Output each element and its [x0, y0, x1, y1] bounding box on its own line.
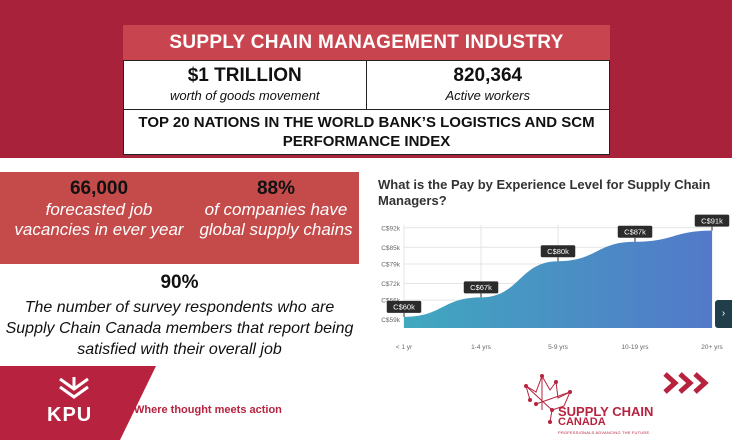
- fact-satisfaction-value: 90%: [160, 272, 199, 293]
- y-tick-label: C$72k: [381, 281, 401, 288]
- stat-goods-value: $1 TRILLION: [187, 65, 302, 86]
- fact-satisfaction: 90% The number of survey respondents who…: [0, 272, 359, 360]
- page-title: SUPPLY CHAIN MANAGEMENT INDUSTRY: [123, 25, 610, 60]
- data-label-box: [694, 214, 730, 227]
- supply-chain-canada-maple-icon: [524, 374, 572, 424]
- data-label: C$67k: [470, 283, 492, 292]
- data-label-box: [617, 225, 653, 238]
- kpu-brand-slant: [120, 366, 156, 440]
- kpu-logo-text: KPU: [47, 404, 93, 426]
- data-label-box: [463, 281, 499, 294]
- partner-logo-line2: CANADA: [558, 416, 606, 428]
- data-label: C$60k: [393, 303, 415, 312]
- stat-goods-movement: $1 TRILLION worth of goods movement: [124, 61, 367, 109]
- x-tick-label: 10-19 yrs: [621, 344, 649, 351]
- data-label: C$80k: [547, 247, 569, 256]
- fact-vacancies: 66,000 forecasted job vacancies in ever …: [14, 178, 184, 240]
- stats-box: $1 TRILLION worth of goods movement 820,…: [123, 60, 610, 155]
- pay-chart-panel: What is the Pay by Experience Level for …: [366, 165, 732, 363]
- y-tick-label: C$85k: [381, 245, 401, 252]
- partner-logo-line3: PROFESSIONALS ADVANCING THE FUTURE.: [558, 430, 651, 435]
- stat-goods-label: worth of goods movement: [169, 88, 320, 103]
- chart-title: What is the Pay by Experience Level for …: [378, 177, 711, 208]
- x-tick-label: 20+ yrs: [701, 344, 723, 351]
- fact-satisfaction-text: The number of survey respondents who are…: [5, 299, 354, 358]
- y-tick-label: C$59k: [381, 317, 401, 324]
- fact-vacancies-value: 66,000: [69, 178, 129, 199]
- fact-global-chains: 88% of companies have global supply chai…: [193, 178, 359, 240]
- footer-tagline: Where thought meets action: [134, 404, 282, 416]
- stat-active-workers: 820,364 Active workers: [367, 61, 610, 109]
- partner-logo-line1: SUPPLY CHAIN: [558, 404, 654, 419]
- facts-panel: 66,000 forecasted job vacancies in ever …: [0, 172, 359, 264]
- x-tick-label: 5-9 yrs: [548, 344, 569, 351]
- y-tick-label: C$79k: [381, 261, 401, 268]
- pay-area: [404, 230, 712, 328]
- stat-workers-value: 820,364: [453, 65, 523, 86]
- stat-workers-label: Active workers: [445, 88, 531, 103]
- data-label: C$91k: [701, 216, 723, 225]
- carousel-next-tab[interactable]: ›: [715, 300, 732, 328]
- kpu-brand-block: [0, 366, 120, 440]
- fact-global-value: 88%: [256, 178, 296, 199]
- index-headline: TOP 20 NATIONS IN THE WORLD BANK’S LOGIS…: [124, 109, 609, 154]
- x-tick-label: 1-4 yrs: [471, 344, 492, 351]
- fact-vacancies-text: forecasted job vacancies in ever year: [14, 200, 184, 239]
- data-label: C$87k: [624, 228, 646, 237]
- y-tick-label: C$92k: [381, 225, 401, 232]
- kpu-emblem-icon: [59, 377, 89, 399]
- data-label-box: [386, 300, 422, 313]
- x-tick-label: < 1 yr: [396, 344, 413, 351]
- fact-global-text: of companies have global supply chains: [199, 200, 353, 239]
- data-label-box: [540, 245, 576, 258]
- chevrons-icon: [663, 372, 709, 394]
